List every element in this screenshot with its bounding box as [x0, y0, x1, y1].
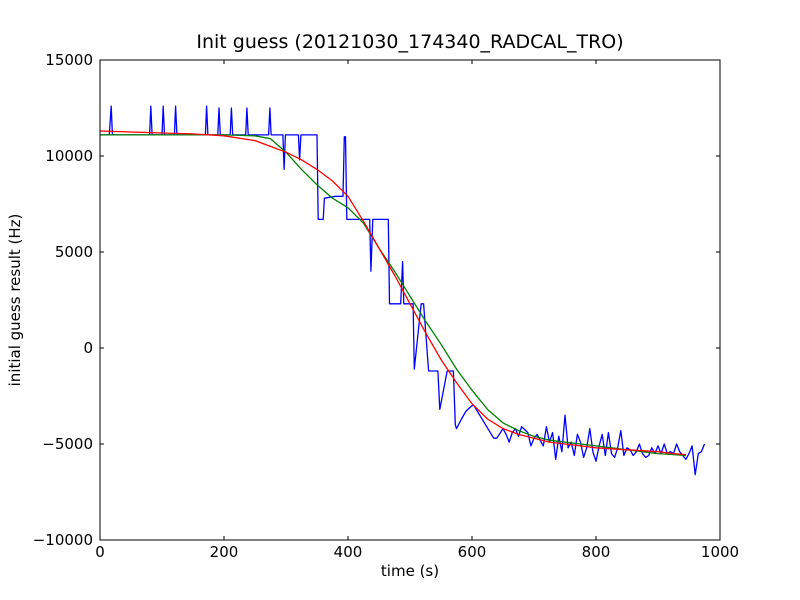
y-axis-label: initial guess result (Hz) [6, 214, 24, 387]
y-tick-label: 5000 [55, 243, 93, 261]
plot-area-frame [99, 59, 721, 541]
x-tick-label: 0 [95, 543, 105, 561]
ticks: 0 200 400 600 800 1000 −10000 −5000 0 5000 10000 15… [33, 51, 739, 561]
series-line-3 [99, 130, 686, 456]
chart-title: Init guess (20121030_174340_RADCAL_TRO) [196, 31, 623, 53]
y-tick-label: −5000 [42, 435, 93, 453]
x-tick-label: 400 [334, 543, 363, 561]
y-tick-label: 15000 [45, 51, 93, 69]
x-tick-label: 600 [458, 543, 487, 561]
x-tick-label: 800 [582, 543, 611, 561]
y-tick-label: −10000 [33, 531, 93, 549]
y-tick-label: 10000 [45, 147, 93, 165]
series-line-2 [100, 134, 686, 457]
x-axis-label: time (s) [381, 562, 439, 580]
x-tick-label: 200 [210, 543, 239, 561]
plot-lines [99, 105, 706, 476]
y-tick-label: 0 [83, 339, 93, 357]
series-line-1 [100, 105, 706, 476]
x-tick-label: 1000 [701, 543, 739, 561]
